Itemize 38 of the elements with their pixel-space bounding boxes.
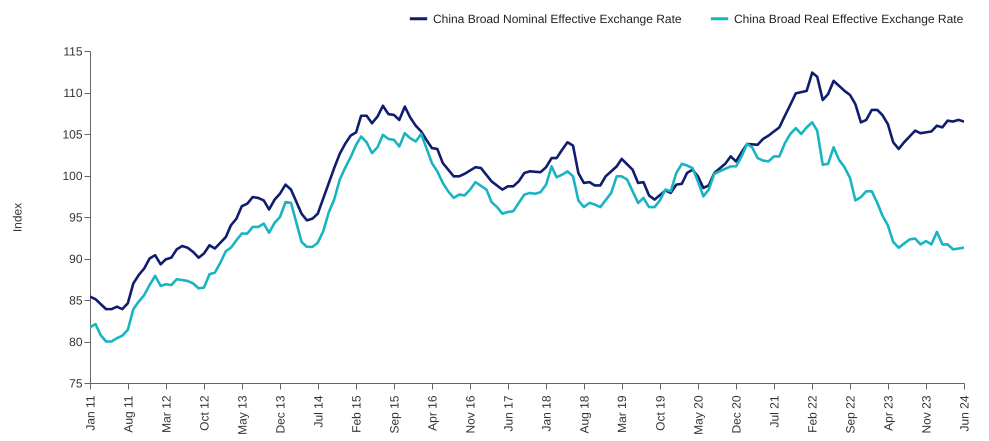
x-tick-label: Dec 13 bbox=[273, 395, 288, 434]
x-tick-label: Jun 17 bbox=[501, 395, 516, 432]
y-tick-label: 110 bbox=[63, 86, 83, 100]
y-axis-title: Index bbox=[10, 202, 24, 232]
x-tick-label: Jul 21 bbox=[767, 395, 782, 428]
y-tick-label: 80 bbox=[69, 335, 83, 349]
x-tick-label: May 13 bbox=[235, 395, 250, 435]
line-series bbox=[90, 121, 964, 343]
x-tick-label: Oct 19 bbox=[653, 395, 668, 431]
legend-label: China Broad Real Effective Exchange Rate bbox=[734, 12, 964, 26]
x-tick-label: Nov 23 bbox=[920, 395, 934, 434]
y-tick-label: 85 bbox=[69, 294, 83, 308]
x-tick-label: Sep 15 bbox=[387, 395, 402, 434]
line-series bbox=[90, 71, 964, 310]
x-tick-label: Apr 23 bbox=[881, 395, 896, 431]
x-tick-label: Jun 24 bbox=[958, 395, 972, 432]
x-tick-label: Sep 22 bbox=[844, 395, 858, 434]
y-tick-label: 100 bbox=[62, 169, 83, 183]
x-tick-label: May 20 bbox=[691, 395, 706, 435]
x-tick-label: Dec 20 bbox=[730, 395, 744, 434]
y-tick-label: 95 bbox=[69, 210, 83, 224]
x-tick-label: Oct 12 bbox=[197, 395, 212, 431]
x-tick-label: Aug 18 bbox=[577, 395, 592, 434]
y-tick-label: 105 bbox=[62, 128, 83, 142]
x-tick-label: Aug 11 bbox=[121, 395, 136, 433]
x-tick-label: Feb 22 bbox=[806, 395, 820, 433]
x-tick-label: Mar 19 bbox=[615, 395, 630, 433]
y-tick-label: 75 bbox=[69, 376, 83, 390]
legend-label: China Broad Nominal Effective Exchange Rate bbox=[433, 12, 682, 26]
x-tick-label: Nov 16 bbox=[464, 395, 478, 434]
x-tick-label: Apr 16 bbox=[425, 395, 440, 431]
x-tick-label: Jan 18 bbox=[540, 395, 554, 432]
x-tick-label: Mar 12 bbox=[159, 395, 174, 433]
y-tick-label: 115 bbox=[63, 44, 83, 58]
x-tick-label: Jul 14 bbox=[311, 395, 326, 428]
x-tick-label: Jan 11 bbox=[84, 395, 98, 431]
x-tick-label: Feb 15 bbox=[350, 395, 364, 433]
y-tick-label: 90 bbox=[69, 252, 83, 266]
